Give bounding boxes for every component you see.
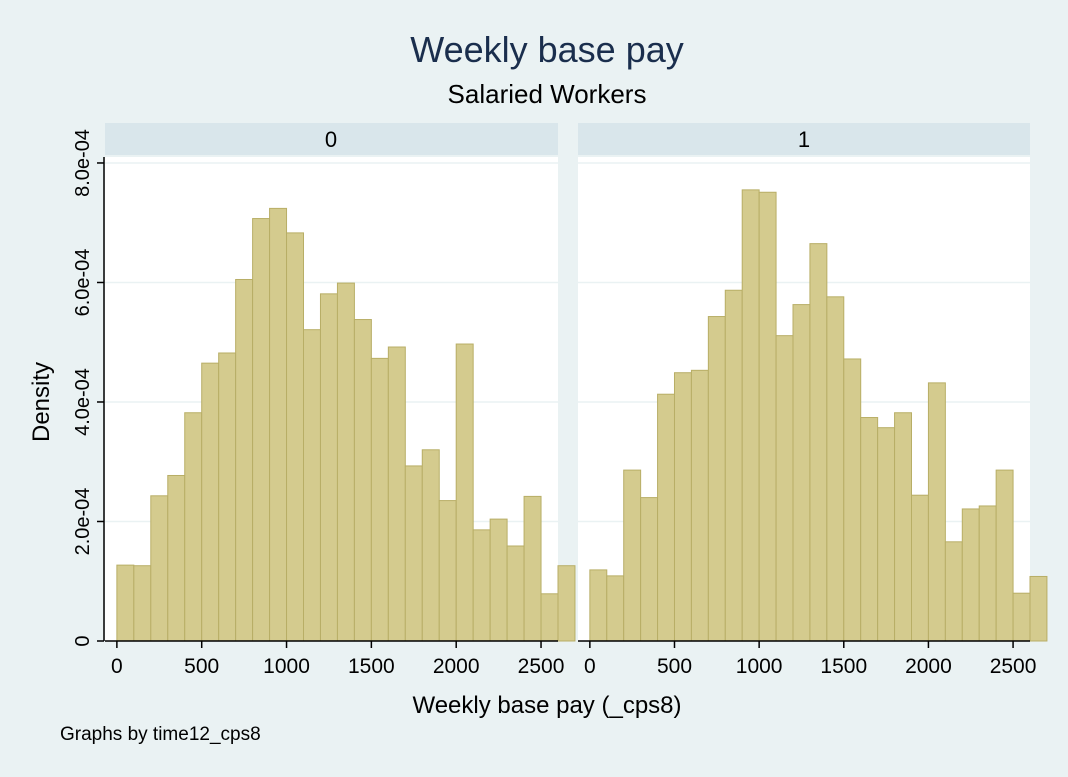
panel-0-bar-12 — [319, 293, 338, 642]
panel-1-x-tick-label-5: 2500 — [990, 655, 1037, 678]
panel-0-bar-11 — [303, 329, 321, 642]
panel-0-bar-5 — [201, 362, 220, 642]
panel-0-bar-15 — [370, 357, 389, 642]
panel-0-bar-19 — [438, 500, 457, 642]
panel-1-bar-2 — [623, 469, 642, 642]
panel-0-bar-17 — [404, 465, 423, 642]
panel-0-bar-13 — [336, 282, 355, 642]
panel-1-x-tick-label-2: 1000 — [736, 655, 783, 678]
panel-0-x-tick-label-5: 2500 — [518, 655, 565, 678]
x-axis-label: Weekly base pay (_cps8) — [412, 692, 681, 719]
y-tick-label-3: 6.0e-04 — [72, 249, 94, 317]
panel-0-bar-20 — [455, 343, 474, 642]
panel-1-x-tick-label-0: 0 — [584, 655, 596, 678]
panel-1-bar-10 — [758, 191, 777, 642]
y-tick-label-0: 0 — [72, 635, 94, 646]
panel-0-x-tick-label-3: 1500 — [348, 655, 395, 678]
panel-1-bar-6 — [690, 369, 709, 642]
panel-0-bars — [116, 207, 576, 642]
panel-0-bar-7 — [235, 278, 254, 642]
panel-1-bar-11 — [775, 335, 794, 642]
panel-1-bar-15 — [843, 358, 862, 642]
panel-1-bar-25 — [1012, 592, 1031, 642]
panel-0-bar-10 — [286, 232, 305, 642]
panel-1-bar-26 — [1029, 575, 1048, 642]
chart-subtitle: Salaried Workers — [448, 79, 647, 109]
panel-0-x-tick-label-4: 2000 — [433, 655, 480, 678]
panel-1-strip-label: 1 — [798, 127, 810, 152]
panel-0-bar-16 — [387, 346, 406, 642]
panel-0-bar-0 — [116, 564, 135, 642]
panel-1-bars — [589, 189, 1048, 642]
panel-1-bar-17 — [877, 427, 896, 642]
panel-1-bar-19 — [910, 494, 929, 642]
panel-1-bar-16 — [860, 417, 879, 642]
panel-1-bar-23 — [978, 505, 997, 642]
chart-title: Weekly base pay — [410, 29, 683, 70]
panel-1-bar-3 — [640, 497, 659, 642]
panel-0-bar-14 — [353, 319, 372, 642]
panel-1-bar-1 — [606, 575, 625, 642]
panel-0-x-tick-label-2: 1000 — [263, 655, 310, 678]
panel-0-x-axis: 0 500 1000 1500 2000 2500 — [105, 640, 565, 678]
panel-0-bar-8 — [252, 218, 271, 642]
panel-0-bar-18 — [421, 449, 440, 642]
panel-1-x-tick-label-4: 2000 — [905, 655, 952, 678]
panel-1-x-axis: 0 500 1000 1500 2000 2500 — [578, 640, 1037, 678]
panel-0-bar-6 — [218, 352, 237, 642]
panel-0-bar-23 — [506, 545, 525, 642]
panel-0-bar-22 — [489, 518, 508, 642]
panel-0-bar-4 — [184, 412, 203, 642]
panel-1-bar-7 — [707, 316, 726, 642]
panel-0-strip — [105, 123, 558, 155]
panel-1-bar-0 — [589, 569, 608, 642]
panel-0-bar-26 — [557, 565, 576, 642]
panel-0-bar-24 — [523, 495, 542, 642]
panel-1-bar-4 — [657, 393, 675, 642]
graph-note: Graphs by time12_cps8 — [60, 724, 261, 745]
panel-0-bar-2 — [150, 495, 169, 642]
y-axis-label: Density — [28, 362, 55, 442]
y-tick-label-1: 2.0e-04 — [72, 488, 94, 556]
panel-1-bar-9 — [741, 189, 760, 642]
panel-1-bar-14 — [826, 296, 845, 642]
panel-0-bar-25 — [540, 593, 559, 642]
panel-1: 1 0 500 1000 1500 2000 2500 — [578, 123, 1048, 678]
panel-1-bar-5 — [673, 372, 692, 642]
panel-1-x-tick-label-1: 500 — [657, 655, 692, 678]
panel-0-bar-1 — [133, 565, 152, 642]
panel-1-bar-22 — [961, 508, 980, 642]
panel-0-strip-label: 0 — [325, 127, 337, 152]
panel-1-bar-12 — [792, 304, 811, 642]
panel-0-x-tick-label-0: 0 — [111, 655, 123, 678]
panel-0-x-tick-label-1: 500 — [184, 655, 219, 678]
y-tick-label-2: 4.0e-04 — [72, 368, 94, 436]
panel-1-strip — [578, 123, 1030, 155]
panel-1-bar-20 — [927, 382, 946, 642]
panel-1-bar-8 — [724, 289, 743, 642]
panel-0-bar-21 — [472, 529, 491, 642]
panel-1-bar-21 — [944, 541, 963, 642]
panel-1-x-tick-label-3: 1500 — [820, 655, 867, 678]
panel-0: 0 0 500 1000 1500 2000 2500 — [105, 123, 576, 678]
panel-0-bar-3 — [167, 474, 186, 642]
panel-1-bar-24 — [995, 469, 1014, 642]
panel-1-bar-13 — [809, 243, 828, 642]
panel-1-bar-18 — [894, 412, 912, 642]
y-axis: 0 2.0e-04 4.0e-04 6.0e-04 8.0e-04 — [72, 129, 105, 647]
panel-0-bar-9 — [269, 207, 288, 642]
y-tick-label-4: 8.0e-04 — [72, 129, 94, 197]
